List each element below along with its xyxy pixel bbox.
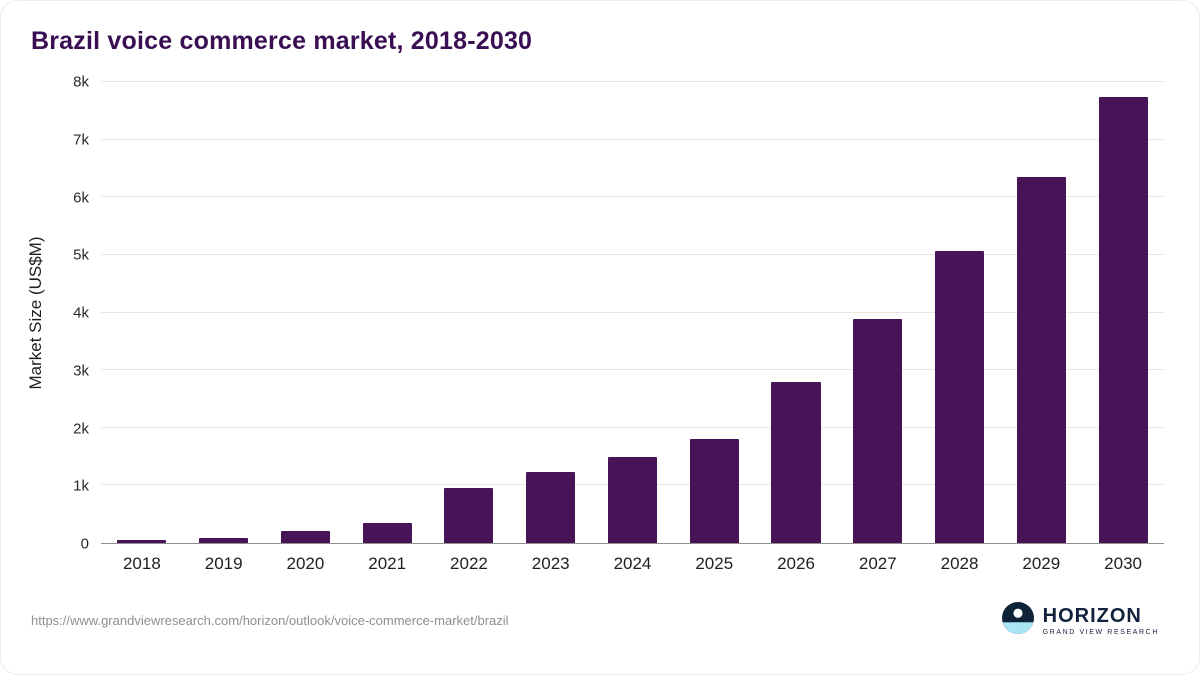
x-tick-2023: 2023	[531, 554, 570, 573]
plot-area	[101, 81, 1164, 544]
bar-2030	[1098, 96, 1148, 543]
horizon-logo-subtext: GRAND VIEW RESEARCH	[1042, 628, 1159, 636]
x-tick-2027: 2027	[858, 554, 897, 573]
bar-column-2022	[428, 82, 510, 543]
bar-2028	[935, 250, 985, 543]
y-tick-6k: 6k	[73, 189, 89, 206]
bar-2026	[771, 381, 821, 543]
x-tick-2022: 2022	[450, 554, 488, 573]
source-url: https://www.grandviewresearch.com/horizo…	[31, 613, 509, 628]
bar-2021	[362, 522, 412, 543]
y-axis-label: Market Size (US$M)	[26, 236, 45, 390]
x-axis-tick-row: 2018 2019 2020 2021 2022 2023 2024 2025 2026 2027…	[101, 554, 1164, 574]
x-tick-2026: 2026	[777, 554, 815, 573]
bars-layer	[101, 82, 1164, 543]
bar-column-2020	[265, 82, 347, 543]
chart-title: Brazil voice commerce market, 2018-2030	[31, 27, 533, 55]
chart-area: Market Size (US$M) 0 1k 2k 3k 4k 5k 6k 7k 8k 201…	[19, 74, 1164, 574]
footer: https://www.grandviewresearch.com/horizo…	[31, 602, 1159, 639]
x-tick-2019: 2019	[204, 554, 243, 573]
gridline-4k	[101, 311, 1164, 313]
gridline-8k	[101, 81, 1164, 82]
x-tick-2030: 2030	[1104, 554, 1142, 573]
gridline-5k	[101, 253, 1164, 255]
plot-column: 0 1k 2k 3k 4k 5k 6k 7k 8k 2018 2019 2020 2021 2022 20…	[53, 74, 1164, 574]
y-axis-label-wrap: Market Size (US$M)	[19, 82, 53, 544]
y-tick-1k: 1k	[73, 477, 89, 495]
horizon-logo-icon	[1001, 602, 1034, 639]
y-tick-8k: 8k	[73, 73, 89, 91]
gridline-3k	[101, 369, 1164, 371]
x-tick-2021: 2021	[368, 554, 407, 573]
x-axis-spacer	[53, 554, 101, 574]
bar-column-2019	[183, 82, 265, 543]
horizon-logo: HORIZON GRAND VIEW RESEARCH	[1001, 602, 1159, 639]
bar-2029	[1016, 176, 1066, 543]
y-tick-7k: 7k	[73, 131, 89, 149]
x-tick-2018: 2018	[122, 554, 161, 573]
bar-2024	[607, 457, 657, 543]
bar-column-2029	[1000, 82, 1082, 543]
y-axis-ticks: 0 1k 2k 3k 4k 5k 6k 7k 8k	[53, 74, 101, 553]
y-tick-3k: 3k	[73, 362, 89, 380]
plot-region: 0 1k 2k 3k 4k 5k 6k 7k 8k	[53, 74, 1164, 553]
y-tick-5k: 5k	[73, 246, 89, 264]
bar-column-2023	[510, 82, 592, 543]
bar-2023	[526, 472, 576, 543]
x-tick-2025: 2025	[695, 554, 734, 573]
x-tick-2029: 2029	[1022, 554, 1061, 573]
bar-2027	[853, 318, 903, 543]
bar-column-2027	[837, 82, 919, 543]
bar-column-2026	[755, 82, 837, 543]
bar-column-2021	[346, 82, 428, 543]
bar-2025	[689, 439, 739, 543]
x-axis-ticks: 2018 2019 2020 2021 2022 2023 2024 2025 2026 2027…	[53, 554, 1164, 574]
bar-column-2028	[919, 82, 1001, 543]
x-tick-2020: 2020	[286, 554, 325, 573]
horizon-logo-text: HORIZON GRAND VIEW RESEARCH	[1043, 606, 1159, 636]
bar-2019	[199, 538, 249, 543]
bar-2022	[444, 487, 494, 543]
x-tick-2028: 2028	[940, 554, 979, 573]
bar-column-2018	[101, 82, 183, 543]
horizon-logo-name: HORIZON	[1042, 604, 1142, 627]
bar-2020	[280, 531, 330, 543]
bar-2018	[117, 540, 167, 543]
gridline-7k	[101, 138, 1164, 140]
gridline-6k	[101, 196, 1164, 198]
y-tick-2k: 2k	[73, 420, 89, 437]
gridline-2k	[101, 426, 1164, 428]
bar-column-2024	[592, 82, 674, 543]
x-tick-2024: 2024	[613, 554, 652, 573]
y-tick-0: 0	[80, 535, 89, 553]
y-tick-4k: 4k	[73, 304, 89, 322]
bar-column-2030	[1082, 82, 1164, 543]
bar-column-2025	[673, 82, 755, 543]
